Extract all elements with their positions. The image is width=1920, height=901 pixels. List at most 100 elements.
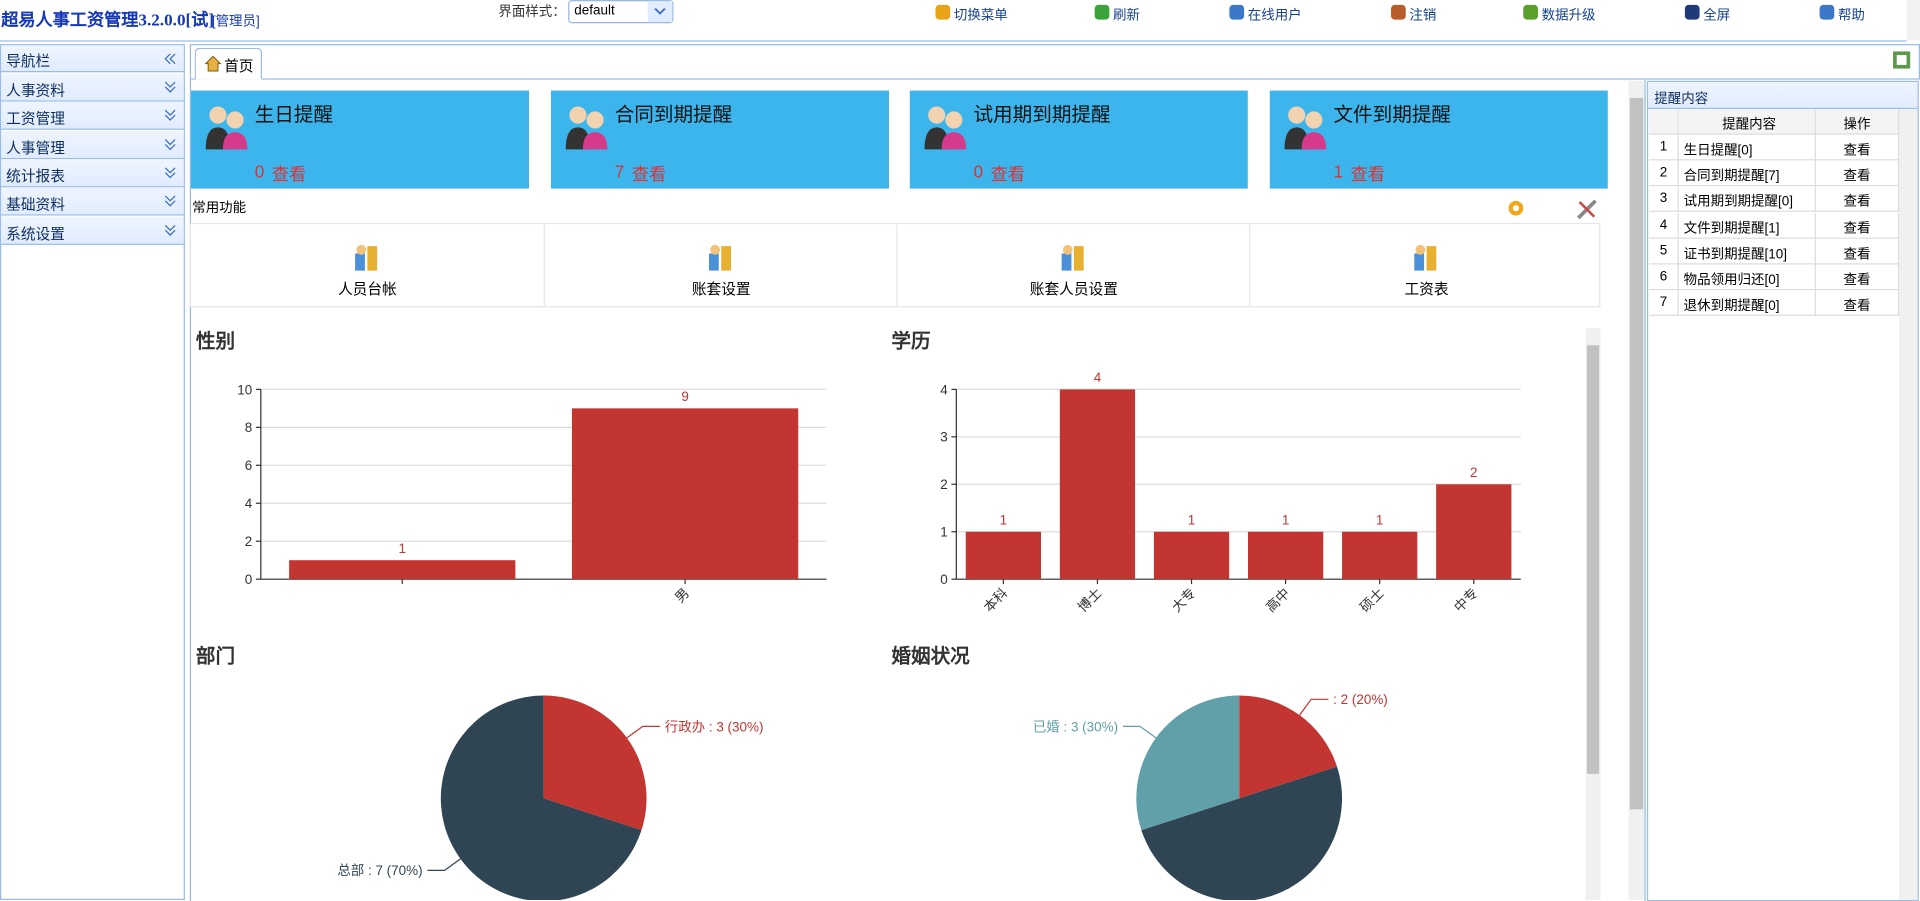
card-count: 0 bbox=[254, 161, 265, 182]
label-line bbox=[427, 858, 461, 871]
table-cell[interactable]: 查看 bbox=[1815, 212, 1900, 239]
reminder-card[interactable]: 合同到期提醒 7 查看 bbox=[551, 90, 889, 189]
toolbar-label: 全屏 bbox=[1703, 8, 1731, 24]
table-cell[interactable]: 查看 bbox=[1815, 186, 1900, 213]
expand-icon bbox=[164, 167, 176, 179]
toolbar-button[interactable]: 全屏 bbox=[1684, 2, 1782, 24]
nav-label: 人事资料 bbox=[6, 82, 65, 100]
toolbar-label: 帮助 bbox=[1837, 8, 1865, 24]
bar bbox=[965, 531, 1042, 580]
bar bbox=[1342, 531, 1418, 580]
cell-text[interactable]: 查看 bbox=[1843, 221, 1871, 236]
table-cell: 证书到期提醒[10] bbox=[1678, 238, 1816, 265]
cell-text: 3 bbox=[1659, 191, 1668, 207]
column-title: 提醒内容 bbox=[1722, 117, 1777, 133]
y-tick-label: 2 bbox=[245, 534, 252, 549]
cell-text: 合同到期提醒[7] bbox=[1683, 169, 1780, 184]
charts-scroll-thumb bbox=[1586, 345, 1600, 774]
theme-select[interactable]: default bbox=[568, 0, 674, 24]
bar bbox=[1059, 389, 1136, 580]
table-cell[interactable]: 查看 bbox=[1815, 134, 1900, 161]
nav-item[interactable]: 人事资料 bbox=[1, 73, 184, 102]
toolbar-label: 注销 bbox=[1409, 8, 1437, 24]
cell-text[interactable]: 查看 bbox=[1843, 169, 1871, 184]
icon bbox=[1229, 4, 1245, 20]
function-icon bbox=[1061, 244, 1084, 271]
card-action[interactable]: 查看 bbox=[271, 164, 307, 184]
toolbar-button[interactable]: 数据升级 bbox=[1522, 2, 1620, 24]
card-icon bbox=[205, 106, 248, 150]
reminder-card[interactable]: 生日提醒 0 查看 bbox=[191, 90, 529, 189]
table-cell[interactable]: 查看 bbox=[1815, 238, 1900, 265]
card-action[interactable]: 查看 bbox=[631, 164, 667, 184]
function-item[interactable]: 工资表 bbox=[1248, 224, 1602, 307]
cell-text[interactable]: 查看 bbox=[1843, 195, 1871, 210]
function-label: 人员台帐 bbox=[337, 280, 397, 298]
table-cell[interactable]: 查看 bbox=[1815, 160, 1900, 187]
table-header-cell: 提醒内容 bbox=[1678, 108, 1816, 135]
toolbar-button[interactable]: 刷新 bbox=[1093, 2, 1191, 24]
y-tick-label: 0 bbox=[245, 572, 252, 587]
select-arrow bbox=[647, 1, 673, 23]
toolbar-button[interactable]: 在线用户 bbox=[1228, 2, 1326, 24]
nav-item[interactable]: 人事管理 bbox=[1, 130, 184, 159]
cell-text[interactable]: 查看 bbox=[1843, 273, 1871, 288]
nav-label: 系统设置 bbox=[6, 224, 65, 242]
value-label: 1 bbox=[1000, 512, 1007, 527]
cell-text[interactable]: 查看 bbox=[1843, 143, 1871, 158]
nav-item[interactable]: 统计报表 bbox=[1, 159, 184, 188]
toolbar-button[interactable]: 注销 bbox=[1390, 2, 1488, 24]
toolbar-button[interactable]: 切换菜单 bbox=[934, 2, 1032, 24]
reminder-card[interactable]: 试用期到期提醒 0 查看 bbox=[909, 90, 1248, 189]
card-title: 合同到期提醒 bbox=[614, 105, 733, 127]
table-header-cell: 操作 bbox=[1815, 108, 1900, 135]
table-cell: 文件到期提醒[1] bbox=[1678, 212, 1816, 239]
nav-item[interactable]: 系统设置 bbox=[1, 216, 184, 245]
cell-text: 退休到期提醒[0] bbox=[1683, 299, 1780, 314]
panel-header: 提醒内容 bbox=[1648, 82, 1918, 109]
value-label: 2 bbox=[1470, 465, 1477, 480]
function-item[interactable]: 账套设置 bbox=[543, 224, 897, 307]
toolbar-label: 数据升级 bbox=[1541, 8, 1596, 24]
table-header-cell bbox=[1649, 108, 1679, 135]
chart-title: 学历 bbox=[891, 330, 930, 353]
card-action[interactable]: 查看 bbox=[990, 164, 1025, 184]
icon bbox=[1094, 4, 1110, 20]
slice-label: : 2 (20%) bbox=[1333, 692, 1388, 707]
x-tick-label: 大专 bbox=[1169, 585, 1199, 615]
functions-title: 常用功能 bbox=[192, 200, 247, 216]
pie-slice bbox=[1136, 695, 1240, 831]
card-count: 0 bbox=[973, 161, 984, 182]
table-cell[interactable]: 查看 bbox=[1815, 290, 1900, 317]
cell-text: 文件到期提醒[1] bbox=[1683, 221, 1780, 236]
function-item[interactable]: 人员台帐 bbox=[191, 224, 544, 306]
toolbar-label: 在线用户 bbox=[1247, 8, 1302, 24]
reminder-card[interactable]: 文件到期提醒 1 查看 bbox=[1269, 90, 1608, 189]
arrow-icon bbox=[654, 7, 666, 15]
nav-item[interactable]: 工资管理 bbox=[1, 101, 184, 131]
cell-text[interactable]: 查看 bbox=[1843, 299, 1871, 314]
function-item[interactable]: 账套人员设置 bbox=[896, 224, 1249, 307]
content-panel bbox=[189, 79, 1646, 901]
bar bbox=[1436, 484, 1512, 580]
sidebar-header: 导航栏 bbox=[1, 45, 184, 73]
pie-slice bbox=[1239, 695, 1338, 799]
expand-icon bbox=[164, 138, 176, 150]
x-tick-label: 博士 bbox=[1074, 585, 1104, 615]
card-action[interactable]: 查看 bbox=[1350, 164, 1385, 184]
nav-item[interactable]: 基础资料 bbox=[1, 187, 184, 216]
table-cell: 试用期到期提醒[0] bbox=[1678, 186, 1816, 213]
y-tick-label: 0 bbox=[940, 572, 947, 587]
cell-text[interactable]: 查看 bbox=[1843, 247, 1871, 262]
pie-slice bbox=[440, 695, 642, 901]
table-cell: 生日提醒[0] bbox=[1678, 134, 1816, 161]
card-count: 1 bbox=[1333, 161, 1344, 182]
icon bbox=[1523, 4, 1538, 20]
tab[interactable]: 首页 bbox=[194, 47, 263, 80]
table-cell[interactable]: 查看 bbox=[1815, 264, 1900, 291]
card-title: 生日提醒 bbox=[254, 105, 334, 127]
user-role: [管理员] bbox=[211, 14, 260, 30]
table-cell: 7 bbox=[1649, 290, 1679, 317]
toolbar-button[interactable]: 帮助 bbox=[1818, 2, 1916, 24]
table-cell: 3 bbox=[1649, 186, 1679, 213]
